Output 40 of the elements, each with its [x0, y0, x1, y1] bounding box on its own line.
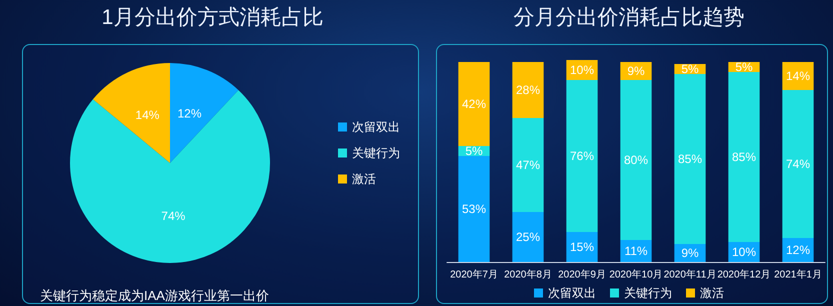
data-label: 11% — [624, 244, 648, 258]
data-label: 47% — [516, 158, 540, 172]
chart-title: 1月分出价方式消耗占比 — [102, 6, 324, 29]
data-label: 42% — [462, 97, 486, 111]
data-label: 15% — [570, 240, 594, 254]
data-label: 5% — [465, 144, 483, 158]
data-label: 80% — [624, 153, 648, 167]
data-label: 53% — [462, 202, 486, 216]
data-label: 74% — [161, 208, 186, 223]
x-tick-label: 2020年7月 — [450, 268, 498, 280]
data-label: 12% — [786, 243, 810, 257]
legend-label: 激活 — [352, 172, 376, 186]
legend-label: 次留双出 — [352, 120, 400, 134]
data-label: 10% — [570, 63, 594, 77]
data-label: 85% — [732, 150, 756, 164]
data-label: 76% — [570, 149, 594, 163]
data-label: 14% — [135, 108, 160, 122]
data-label: 5% — [735, 60, 753, 74]
x-tick-label: 2021年1月 — [774, 268, 822, 280]
legend-label: 次留双出 — [548, 286, 596, 300]
data-label: 14% — [786, 69, 810, 83]
x-tick-label: 2020年8月 — [504, 268, 552, 280]
x-tick-label: 2020年10月 — [609, 268, 663, 280]
data-label: 28% — [516, 83, 540, 97]
chart-title: 分月分出价消耗占比趋势 — [514, 6, 744, 29]
data-label: 10% — [732, 245, 756, 259]
legend-label: 关键行为 — [624, 286, 672, 300]
x-tick-label: 2020年11月 — [664, 268, 716, 280]
data-label: 74% — [786, 157, 810, 171]
legend-label: 关键行为 — [352, 146, 400, 160]
data-label: 9% — [681, 246, 699, 260]
legend-label: 激活 — [700, 286, 724, 300]
data-label: 25% — [516, 230, 540, 244]
data-label: 9% — [627, 64, 645, 78]
x-tick-label: 2020年12月 — [717, 268, 771, 280]
text: 关键行为稳定成为IAA游戏行业第一出价 — [40, 288, 269, 303]
data-label: 85% — [678, 152, 702, 166]
data-label: 12% — [177, 106, 202, 121]
x-tick-label: 2020年9月 — [558, 268, 606, 280]
data-label: 5% — [681, 62, 699, 76]
